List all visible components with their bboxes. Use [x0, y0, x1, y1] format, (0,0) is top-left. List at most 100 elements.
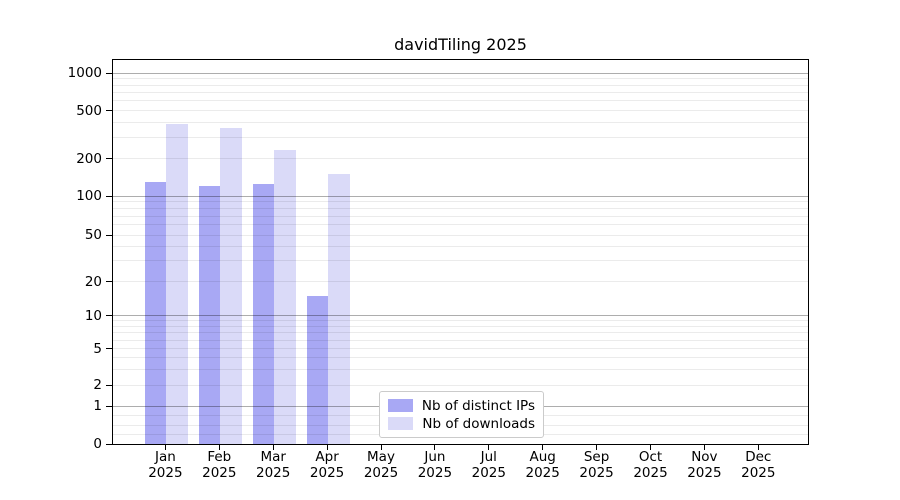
x-tick-mark	[272, 445, 274, 450]
minor-gridline	[113, 137, 808, 139]
y-tick-mark	[106, 315, 112, 317]
minor-gridline	[113, 281, 808, 283]
major-gridline	[113, 315, 808, 317]
minor-gridline	[113, 121, 808, 123]
y-tick-label: 50	[84, 227, 102, 244]
minor-gridline	[113, 84, 808, 86]
x-tick-mark	[757, 445, 759, 450]
x-tick-year: 2025	[687, 464, 722, 481]
x-tick-mark	[380, 445, 382, 450]
x-tick-month: May	[367, 449, 395, 465]
y-tick-mark	[106, 443, 112, 445]
x-tick-month: Nov	[691, 449, 718, 465]
x-tick-label: Feb 2025	[187, 449, 251, 481]
y-tick-label: 200	[76, 150, 102, 167]
y-tick-mark	[106, 72, 112, 74]
legend-swatch-distinct-ips	[388, 399, 413, 412]
y-tick-mark	[106, 110, 112, 112]
minor-gridline	[113, 100, 808, 102]
x-tick-month: Jul	[480, 449, 497, 465]
major-gridline	[113, 72, 808, 74]
bar-downloads	[220, 127, 242, 444]
y-tick-mark	[106, 234, 112, 236]
x-tick-label: Jul 2025	[457, 449, 521, 481]
minor-gridline	[113, 260, 808, 262]
bars-layer	[113, 60, 808, 444]
x-tick-mark	[542, 445, 544, 450]
x-tick-label: Jun 2025	[403, 449, 467, 481]
x-tick-label: Jan 2025	[133, 449, 197, 481]
y-tick-label: 500	[76, 102, 102, 119]
x-tick-month: Sep	[583, 449, 610, 465]
x-tick-mark	[434, 445, 436, 450]
x-tick-mark	[488, 445, 490, 450]
x-tick-mark	[218, 445, 220, 450]
y-tick-label: 20	[84, 273, 102, 290]
minor-gridline	[113, 92, 808, 94]
x-tick-label: Nov 2025	[672, 449, 736, 481]
legend-label-distinct-ips: Nb of distinct IPs	[421, 397, 535, 414]
y-tick-label: 5	[93, 340, 102, 357]
minor-gridline	[113, 339, 808, 341]
x-tick-label: Dec 2025	[726, 449, 790, 481]
minor-gridline	[113, 110, 808, 112]
bar-downloads	[328, 174, 350, 444]
minor-gridline	[113, 368, 808, 370]
y-tick-label: 100	[76, 188, 102, 204]
x-tick-year: 2025	[417, 464, 453, 481]
x-tick-year: 2025	[309, 464, 345, 481]
bar-distinct-ips	[252, 184, 275, 444]
y-tick-label: 1000	[67, 65, 102, 82]
y-tick-mark	[106, 384, 112, 386]
bar-distinct-ips	[198, 186, 221, 444]
x-tick-year: 2025	[579, 464, 614, 481]
x-tick-month: Mar	[260, 449, 286, 465]
minor-gridline	[113, 348, 808, 350]
x-tick-label: May 2025	[349, 449, 413, 481]
x-tick-mark	[326, 445, 328, 450]
x-tick-year: 2025	[202, 464, 237, 481]
x-tick-label: Aug 2025	[511, 449, 575, 481]
x-tick-mark	[596, 445, 598, 450]
x-tick-year: 2025	[148, 464, 183, 481]
x-tick-month: Apr	[315, 449, 339, 465]
major-gridline	[113, 195, 808, 197]
x-tick-mark	[650, 445, 651, 450]
minor-gridline	[113, 320, 808, 322]
y-tick-mark	[106, 281, 112, 283]
minor-gridline	[113, 332, 808, 334]
minor-gridline	[113, 208, 808, 210]
minor-gridline	[113, 357, 808, 359]
x-tick-month: Feb	[207, 449, 232, 465]
x-tick-year: 2025	[633, 464, 668, 481]
minor-gridline	[113, 234, 808, 236]
y-tick-mark	[106, 158, 112, 160]
minor-gridline	[113, 384, 808, 386]
y-tick-mark	[106, 348, 112, 350]
x-tick-mark	[703, 445, 705, 450]
minor-gridline	[113, 325, 808, 327]
x-tick-month: Oct	[638, 449, 663, 465]
x-tick-label: Mar 2025	[241, 449, 305, 481]
legend-entry-downloads: Nb of downloads	[388, 415, 535, 432]
x-tick-label: Sep 2025	[565, 449, 629, 481]
bar-downloads	[166, 123, 188, 444]
x-tick-month: Jan	[154, 449, 176, 465]
y-tick-mark	[106, 405, 112, 407]
x-tick-year: 2025	[741, 464, 776, 481]
bar-downloads	[274, 150, 296, 444]
x-tick-mark	[164, 445, 166, 450]
x-tick-year: 2025	[256, 464, 291, 481]
legend-entry-distinct-ips: Nb of distinct IPs	[388, 397, 535, 414]
x-tick-year: 2025	[525, 464, 560, 481]
x-tick-month: Aug	[529, 449, 556, 465]
plot-area	[112, 59, 809, 445]
x-tick-month: Dec	[745, 449, 772, 465]
x-tick-month: Jun	[424, 449, 446, 465]
minor-gridline	[113, 158, 808, 160]
minor-gridline	[113, 245, 808, 247]
legend: Nb of distinct IPs Nb of downloads	[379, 391, 544, 438]
x-tick-label: Apr 2025	[295, 449, 359, 481]
x-tick-year: 2025	[363, 464, 399, 481]
